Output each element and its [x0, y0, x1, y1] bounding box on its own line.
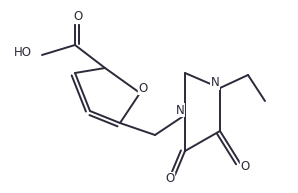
- Text: O: O: [138, 81, 148, 95]
- Text: HO: HO: [14, 47, 32, 59]
- Text: O: O: [73, 10, 83, 24]
- Text: N: N: [176, 103, 184, 117]
- Text: O: O: [165, 173, 175, 185]
- Text: N: N: [211, 76, 219, 90]
- Text: O: O: [240, 161, 250, 174]
